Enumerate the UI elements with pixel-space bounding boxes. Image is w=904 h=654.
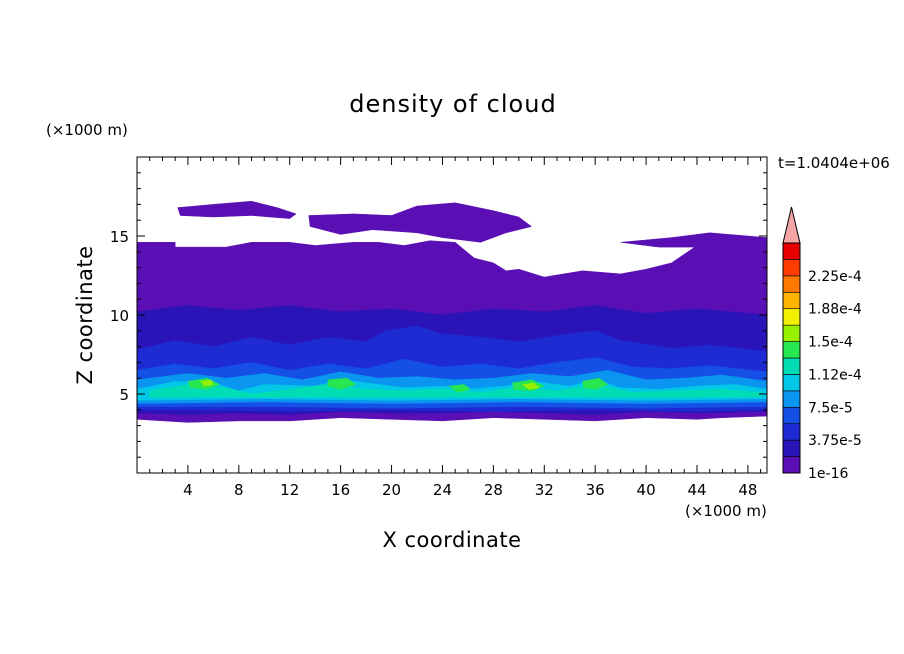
contour-level-0-region-4 xyxy=(289,251,355,267)
time-label: t=1.0404e+06 xyxy=(778,154,890,172)
colorbar-swatch xyxy=(782,242,801,260)
x-tick-label: 36 xyxy=(586,481,605,499)
y-tick-label: 15 xyxy=(110,228,129,246)
colorbar-label: 1.12e-4 xyxy=(808,367,862,383)
x-tick-label: 20 xyxy=(382,481,401,499)
x-axis: 4 8 12 16 20 24 28 32 36 40 44 48 xyxy=(149,157,762,499)
colorbar-swatch xyxy=(782,308,801,326)
colorbar-swatch xyxy=(782,390,801,408)
colorbar-label: 1e-16 xyxy=(808,466,848,482)
colorbar-swatch xyxy=(782,275,801,293)
colorbar-swatch xyxy=(782,374,801,392)
colorbar-label: 7.5e-5 xyxy=(808,400,853,416)
x-tick-label: 48 xyxy=(738,481,757,499)
contour-level-0-region-2 xyxy=(308,202,533,243)
contour-level-8-region-1 xyxy=(200,379,214,387)
colorbar-swatch xyxy=(782,259,801,277)
x-tick-label: 16 xyxy=(331,481,350,499)
y-tick-label: 5 xyxy=(119,386,129,404)
contour-level-8-region-0 xyxy=(521,382,540,390)
y-tick-label: 10 xyxy=(110,307,129,325)
colorbar-label: 1.5e-4 xyxy=(808,335,853,351)
colorbar-swatch xyxy=(782,291,801,310)
chart-title: density of cloud xyxy=(349,90,556,118)
x-tick-label: 12 xyxy=(280,481,299,499)
colorbar-swatch xyxy=(782,406,801,425)
contour-level-0-region-3 xyxy=(620,232,767,249)
colorbar-swatch xyxy=(782,324,801,342)
colorbar-swatch xyxy=(782,423,801,441)
contour-level-7-region-3 xyxy=(582,377,609,390)
contour-level-7-region-4 xyxy=(448,384,472,393)
y-axis-label: Z coordinate xyxy=(73,245,97,384)
x-tick-label: 40 xyxy=(637,481,656,499)
x-unit-label: (×1000 m) xyxy=(685,502,767,520)
x-tick-label: 28 xyxy=(484,481,503,499)
colorbar-label: 2.25e-4 xyxy=(808,269,862,285)
x-tick-label: 8 xyxy=(234,481,244,499)
x-tick-label: 24 xyxy=(433,481,452,499)
x-tick-label: 4 xyxy=(183,481,193,499)
x-tick-label: 32 xyxy=(535,481,554,499)
y-axis: 5 10 15 xyxy=(110,172,767,458)
density-field xyxy=(137,200,767,423)
colorbar-swatch xyxy=(782,341,801,359)
contour-level-7-region-1 xyxy=(327,377,357,390)
x-tick-label: 44 xyxy=(687,481,706,499)
z-unit-label: (×1000 m) xyxy=(46,121,128,139)
x-axis-label: X coordinate xyxy=(382,528,521,552)
colorbar: 1e-16 3.75e-5 7.5e-5 1.12e-4 1.5e-4 1.88e-4 2.… xyxy=(782,206,862,482)
colorbar-swatch xyxy=(782,439,801,457)
colorbar-swatch xyxy=(782,456,801,474)
colorbar-label: 3.75e-5 xyxy=(808,433,862,449)
colorbar-swatch xyxy=(782,357,801,375)
colorbar-extend-arrow xyxy=(782,206,801,244)
contour-level-0-region-1 xyxy=(177,200,297,219)
colorbar-label: 1.88e-4 xyxy=(808,302,862,318)
